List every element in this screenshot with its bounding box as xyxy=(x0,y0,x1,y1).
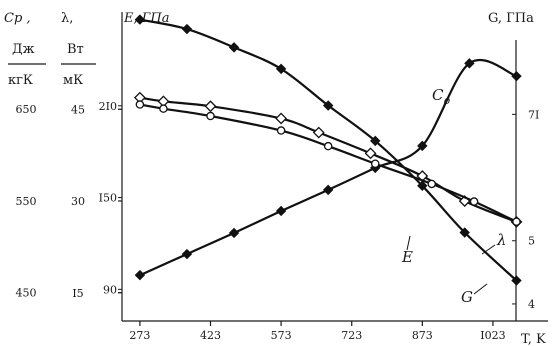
x-tick-label: I023 xyxy=(480,329,505,342)
series-label-e: E xyxy=(401,248,413,266)
series-line-lambda xyxy=(138,96,518,223)
series-line-cp xyxy=(138,59,518,277)
data-point-cp xyxy=(322,184,334,196)
e-tick-label: 2I0 xyxy=(99,100,117,113)
cp-axis-symbol: Cp , xyxy=(4,11,31,26)
data-point-e xyxy=(469,197,479,206)
lambda-axis-symbol: λ, xyxy=(61,11,73,26)
data-point-g xyxy=(459,227,470,238)
data-point-e xyxy=(276,126,286,135)
x-tick-label: 273 xyxy=(129,329,150,342)
cp-axis-unit-numerator: Дж xyxy=(12,42,35,57)
data-point-lambda xyxy=(275,112,288,125)
data-point-cp xyxy=(464,58,475,69)
series-label-leader xyxy=(473,283,488,295)
data-point-e xyxy=(323,141,333,151)
series-group: Cρ λ E G xyxy=(133,14,523,306)
data-point-g xyxy=(417,180,428,191)
data-point-g xyxy=(134,14,146,25)
series-e: E xyxy=(135,100,521,266)
data-point-lambda xyxy=(204,100,217,113)
x-axis-label: T, K xyxy=(521,332,546,346)
data-point-g xyxy=(275,63,287,75)
series-cp: Cρ xyxy=(134,58,522,281)
data-point-cp xyxy=(511,70,522,82)
cp-tick-label: 550 xyxy=(16,195,37,208)
x-tick-label: 573 xyxy=(271,329,292,342)
cp-tick-label: 650 xyxy=(16,103,37,116)
data-point-e xyxy=(370,159,380,168)
g-tick-label: 5 xyxy=(528,235,535,248)
lambda-axis-unit-denominator: мК xyxy=(63,73,83,88)
data-point-cp xyxy=(228,227,240,239)
data-point-g xyxy=(370,135,381,147)
series-label-lambda: λ xyxy=(496,231,507,249)
x-tick-label: 723 xyxy=(341,329,362,342)
data-point-e xyxy=(512,217,521,226)
e-tick-label: 90 xyxy=(103,283,117,296)
data-point-lambda xyxy=(312,126,325,139)
lambda-tick-label: I5 xyxy=(72,287,83,300)
tick-labels: 273 423 573 723 873 I023450550650I5304590I502… xyxy=(16,100,540,342)
x-tick-label: 873 xyxy=(412,329,433,342)
series-label-cp: Cρ xyxy=(432,86,450,107)
data-point-cp xyxy=(181,248,193,260)
data-point-e xyxy=(206,111,215,121)
series-lambda: λ xyxy=(133,91,523,255)
series-label-subscript: ρ xyxy=(442,94,450,107)
lambda-tick-label: 45 xyxy=(71,103,85,116)
data-point-e xyxy=(135,100,145,109)
data-point-e xyxy=(427,179,436,189)
g-tick-label: 4 xyxy=(528,298,535,311)
lambda-tick-label: 30 xyxy=(71,195,85,208)
x-tick-label: 423 xyxy=(200,329,221,342)
cp-tick-label: 450 xyxy=(16,287,37,300)
data-point-e xyxy=(159,104,168,113)
data-point-g xyxy=(228,42,240,53)
data-point-cp xyxy=(417,140,428,152)
data-point-cp xyxy=(275,205,287,217)
e-tick-label: I50 xyxy=(99,192,117,205)
series-g: G xyxy=(134,14,522,306)
g-axis-symbol: G, ГПа xyxy=(488,11,534,26)
series-label-g: G xyxy=(461,288,473,306)
series-label-leader xyxy=(406,235,411,251)
g-tick-label: 7I xyxy=(528,108,539,121)
data-point-cp xyxy=(134,269,146,281)
data-point-lambda xyxy=(364,147,377,160)
series-line-e xyxy=(138,103,518,223)
data-point-g xyxy=(322,100,334,111)
cp-axis-unit-denominator: кгК xyxy=(8,73,33,88)
data-point-g xyxy=(181,23,193,35)
lambda-axis-unit-numerator: Вт xyxy=(67,42,84,57)
data-point-g xyxy=(511,275,522,286)
